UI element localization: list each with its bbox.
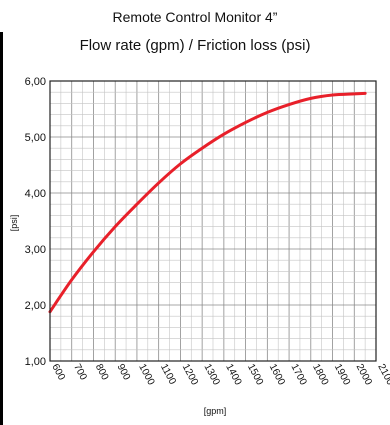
tick-labels: 1,00 2,00 3,00 4,00 5,00 6,00 600 700 800 900 1000… xyxy=(25,76,390,387)
x-tick-label: 1200 xyxy=(180,362,200,387)
x-tick-label: 1300 xyxy=(201,362,221,387)
x-tick-label: 1100 xyxy=(158,362,178,387)
grid xyxy=(49,80,377,362)
x-tick-label: 2100 xyxy=(375,362,390,387)
x-tick-label: 1500 xyxy=(245,362,265,387)
chart-title: Remote Control Monitor 4” xyxy=(112,9,278,25)
plot-frame xyxy=(49,80,377,362)
chart-subtitle: Flow rate (gpm) / Friction loss (psi) xyxy=(79,37,311,54)
x-tick-label: 1900 xyxy=(332,362,352,387)
left-border-bar xyxy=(0,32,3,425)
x-tick-label: 1600 xyxy=(267,362,287,387)
x-tick-label: 800 xyxy=(93,362,111,382)
y-tick-label: 5,00 xyxy=(25,132,46,144)
x-tick-label: 700 xyxy=(71,362,89,382)
x-tick-label: 1700 xyxy=(288,362,308,387)
x-tick-label: 2000 xyxy=(354,362,374,387)
series-layer xyxy=(48,91,367,314)
x-axis-label: [gpm] xyxy=(204,406,227,416)
y-tick-label: 3,00 xyxy=(25,244,46,256)
x-tick-label: 1800 xyxy=(310,362,330,387)
x-tick-label: 1400 xyxy=(223,362,243,387)
y-tick-label: 4,00 xyxy=(25,188,46,200)
x-tick-label: 1000 xyxy=(136,362,156,387)
y-tick-label: 1,00 xyxy=(25,356,46,368)
y-axis-label: [psi] xyxy=(9,215,19,232)
y-tick-label: 2,00 xyxy=(25,300,46,312)
series-line xyxy=(48,91,367,314)
x-tick-label: 900 xyxy=(115,362,133,382)
x-tick-label: 600 xyxy=(49,362,67,382)
y-tick-label: 6,00 xyxy=(25,76,46,88)
